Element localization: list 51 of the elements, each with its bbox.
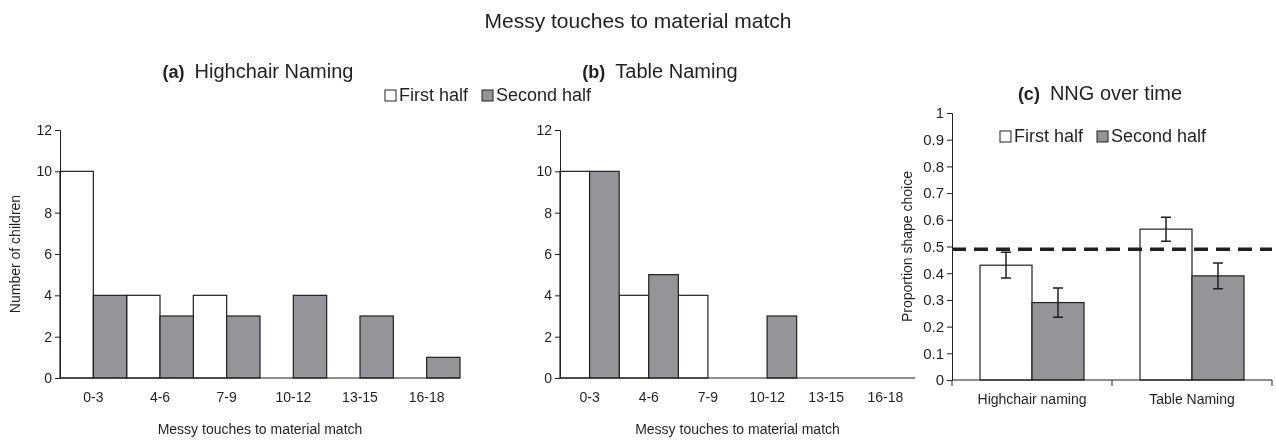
y-tick-label: 0.9 xyxy=(923,131,944,148)
legend-label: Second half xyxy=(496,85,593,105)
x-tick-label: 16-18 xyxy=(408,388,445,405)
x-tick-label: 13-15 xyxy=(808,388,845,405)
y-tick-label: 8 xyxy=(544,204,553,221)
y-tick-label: 10 xyxy=(536,163,553,180)
y-tick-label: 6 xyxy=(544,245,553,262)
y-axis-title: Number of children xyxy=(7,194,23,314)
y-tick-label: 12 xyxy=(536,121,553,138)
y-tick-label: 12 xyxy=(36,121,53,138)
x-tick-label: 7-9 xyxy=(216,388,237,405)
legend-label: First half xyxy=(1014,126,1085,146)
y-tick-label: 0.1 xyxy=(923,344,944,362)
text: Messy touches to material match xyxy=(484,9,792,32)
x-tick-label: 13-15 xyxy=(342,388,379,405)
y-tick-label: 0.2 xyxy=(923,317,944,335)
y-tick-label: 0 xyxy=(44,369,53,386)
x-tick-label: 7-9 xyxy=(697,388,719,405)
x-tick-label: 4-6 xyxy=(638,388,660,405)
legend-label: First half xyxy=(399,85,470,105)
x-tick-label: 0-3 xyxy=(579,388,600,405)
x-tick-label: 4-6 xyxy=(149,388,171,405)
y-tick-label: 6 xyxy=(44,245,53,262)
y-tick-label: 1 xyxy=(935,104,944,122)
legend-label: Second half xyxy=(1111,126,1208,146)
y-tick-label: 4 xyxy=(544,287,553,304)
x-axis-title: Messy touches to material match xyxy=(157,421,363,437)
x-tick-label: 16-18 xyxy=(867,388,904,405)
y-tick-label: 4 xyxy=(44,287,53,304)
y-tick-label: 0.6 xyxy=(923,211,944,229)
x-tick-label: 10-12 xyxy=(749,388,786,405)
y-tick-label: 2 xyxy=(44,328,53,345)
chart-title: (a) Highchair Naming xyxy=(162,60,354,82)
y-tick-label: 0.5 xyxy=(923,237,944,255)
y-tick-label: 10 xyxy=(36,163,53,180)
y-axis-title: Proportion shape choice xyxy=(899,170,915,322)
y-tick-label: 8 xyxy=(44,204,53,221)
y-tick-label: 0.3 xyxy=(923,291,944,309)
y-tick-label: 0 xyxy=(935,371,944,389)
y-tick-label: 0.7 xyxy=(923,184,944,202)
y-tick-label: 0.4 xyxy=(923,264,944,282)
chart-title: (c) NNG over time xyxy=(1017,82,1183,104)
x-tick-label: 0-3 xyxy=(83,388,104,405)
x-axis-title: Messy touches to material match xyxy=(635,421,840,437)
chart-title: (b) Table Naming xyxy=(582,60,738,82)
x-tick-label: Table Naming xyxy=(1149,390,1235,407)
y-tick-label: 2 xyxy=(544,328,553,345)
x-tick-label: 10-12 xyxy=(275,388,312,405)
y-tick-label: 0.8 xyxy=(923,157,944,175)
y-tick-label: 0 xyxy=(544,369,553,386)
x-tick-label: Highchair naming xyxy=(977,390,1087,407)
